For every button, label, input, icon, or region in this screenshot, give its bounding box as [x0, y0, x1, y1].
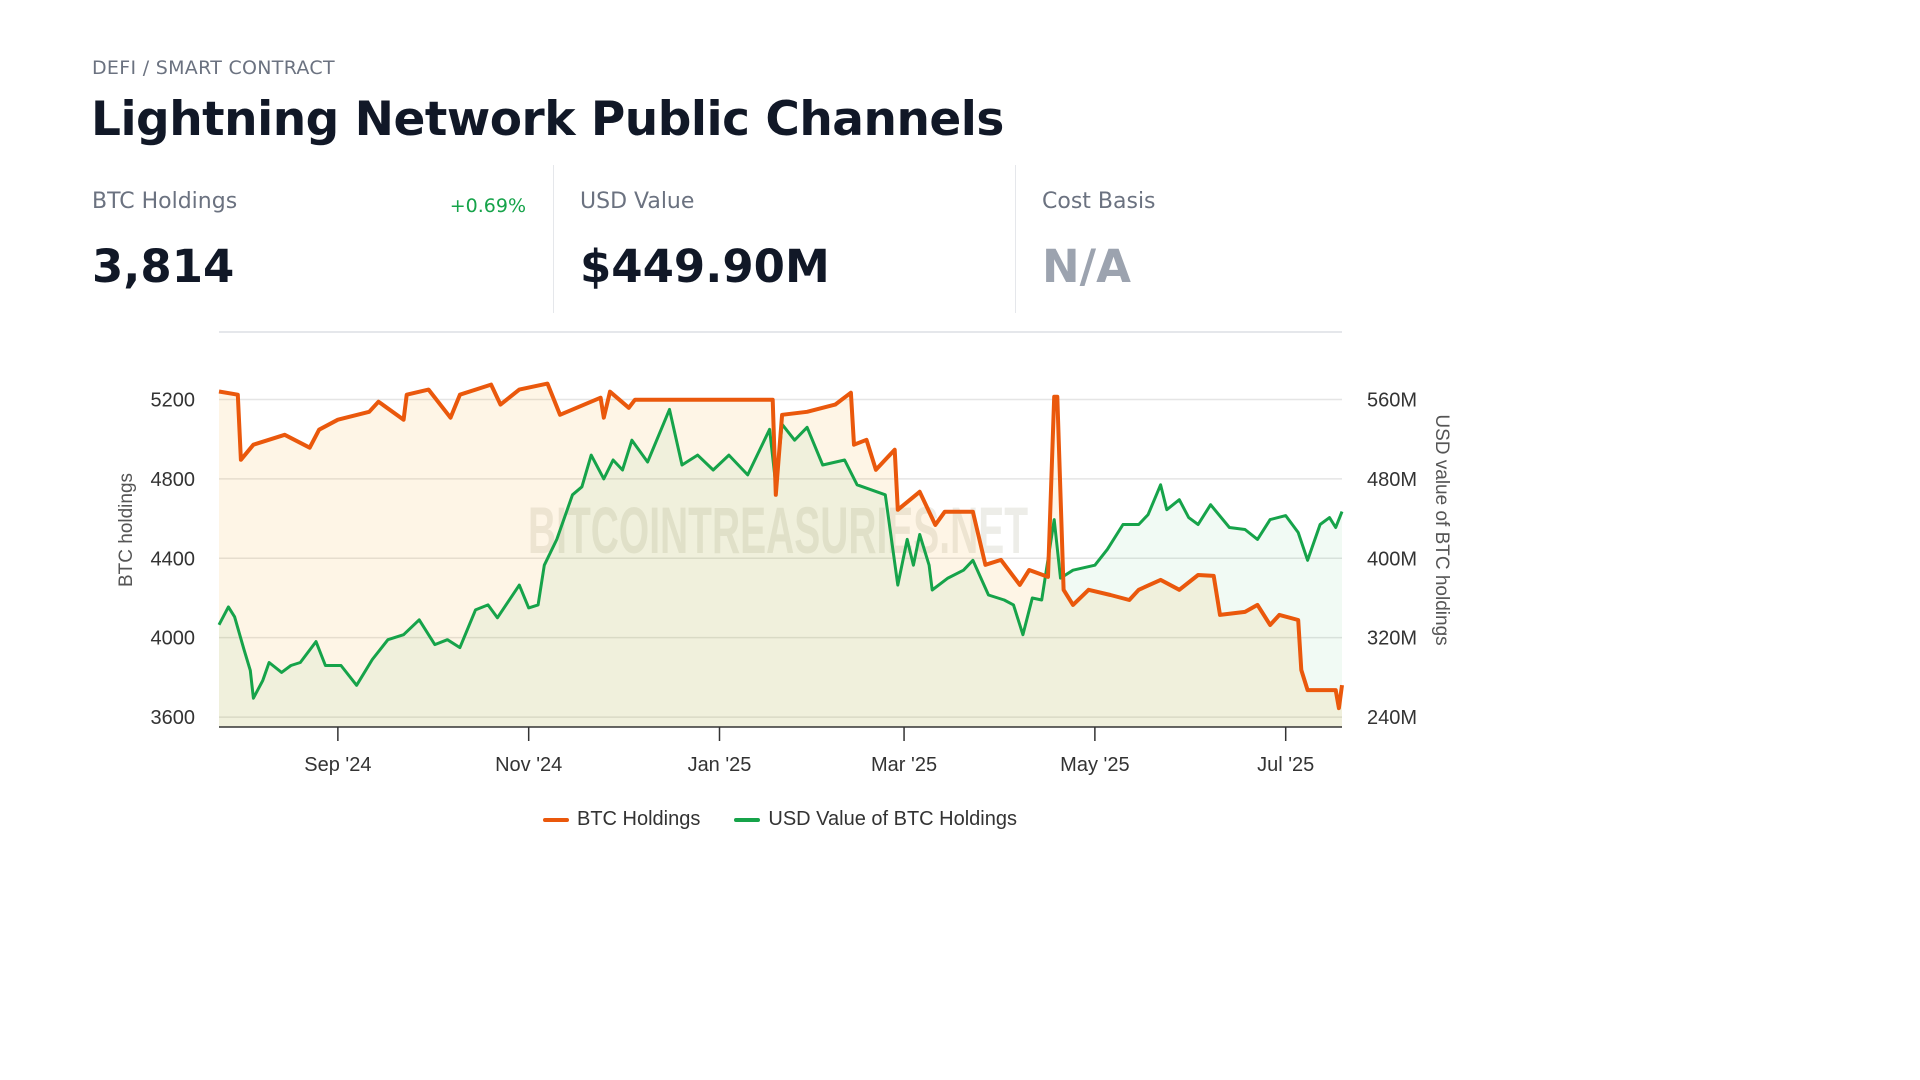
x-tick-label: Nov '24	[495, 754, 562, 776]
y-left-tick-label: 4000	[151, 628, 196, 650]
breadcrumb: DEFI / SMART CONTRACT	[92, 57, 335, 79]
y-right-tick-label: 560M	[1367, 389, 1417, 411]
line-btc-holdings	[218, 381, 1344, 711]
y-left-tick-label: 5200	[151, 389, 196, 411]
legend-label: BTC Holdings	[576, 808, 701, 830]
y-right-tick-label: 320M	[1367, 628, 1417, 650]
y-right-tick-label: 400M	[1367, 548, 1417, 570]
change-badge: +0.69%	[449, 195, 526, 217]
legend-item-usd[interactable]: USD Value of BTC Holdings	[734, 808, 1017, 831]
stat-value: $449.90M	[580, 240, 830, 293]
stat-label: Cost Basis	[1042, 189, 1156, 214]
legend-swatch-usd	[734, 817, 761, 822]
y-left-tick-label: 3600	[151, 707, 196, 729]
x-tick-label: Jul '25	[1257, 754, 1314, 776]
y-left-tick-label: 4400	[151, 548, 196, 570]
x-tick-label: Mar '25	[871, 754, 937, 776]
x-tick-label: Sep '24	[304, 754, 371, 776]
x-tick-label: Jan '25	[688, 754, 752, 776]
y-right-tick-label: 240M	[1367, 707, 1417, 729]
area-usd	[219, 409, 1342, 727]
legend-swatch-btc	[542, 817, 569, 822]
stat-label: USD Value	[580, 189, 695, 214]
x-tick-label: May '25	[1060, 754, 1129, 776]
stat-value: N/A	[1042, 240, 1131, 293]
stat-usd-value: USD Value $449.90M	[580, 185, 980, 315]
chart: BITCOINTREASURIES.NET Sep '24 Nov '24 Jan …	[116, 331, 1452, 776]
y-left-axis-title: BTC holdings	[116, 473, 137, 587]
page-title: Lightning Network Public Channels	[91, 92, 1004, 147]
watermark: BITCOINTREASURIES.NET	[528, 493, 1028, 567]
y-right-axis-title: USD value of BTC holdings	[1431, 414, 1452, 645]
legend: BTC Holdings USD Value of BTC Holdings	[0, 808, 1560, 831]
stat-btc-holdings: BTC Holdings +0.69% 3,814	[92, 185, 526, 315]
stat-cost-basis: Cost Basis N/A	[1042, 185, 1442, 315]
y-left-tick-label: 4800	[151, 469, 196, 491]
area-btc	[219, 383, 1342, 727]
divider	[1015, 165, 1016, 313]
legend-label: USD Value of BTC Holdings	[768, 808, 1017, 830]
stat-label: BTC Holdings	[92, 189, 238, 214]
legend-item-btc[interactable]: BTC Holdings	[542, 808, 701, 831]
stat-value: 3,814	[92, 240, 235, 293]
divider	[553, 165, 554, 313]
y-right-tick-label: 480M	[1367, 469, 1417, 491]
